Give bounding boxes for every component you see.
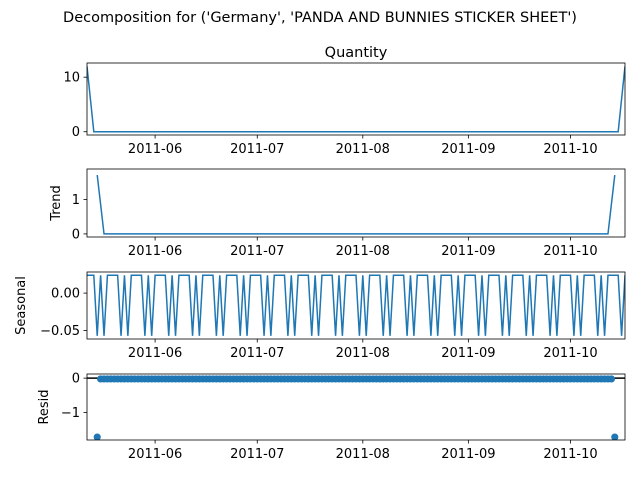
x-tick-label: 2011-08 xyxy=(336,447,390,462)
resid-outlier-point xyxy=(93,433,101,440)
axes-frame xyxy=(86,62,626,136)
x-tick-label: 2011-07 xyxy=(230,346,284,361)
panel-title: Quantity xyxy=(325,45,388,61)
x-tick-label: 2011-08 xyxy=(336,244,390,259)
x-tick-label: 2011-07 xyxy=(230,447,284,462)
resid-outlier-point xyxy=(611,433,619,440)
y-tick-label: −0.05 xyxy=(40,324,80,339)
x-tick-label: 2011-06 xyxy=(128,447,182,462)
resid-point xyxy=(607,375,615,383)
x-tick-label: 2011-06 xyxy=(128,346,182,361)
axes-frame xyxy=(86,271,626,340)
y-tick-label: 0 xyxy=(72,372,80,387)
x-tick-label: 2011-08 xyxy=(336,142,390,157)
x-tick-label: 2011-10 xyxy=(543,142,597,157)
panels-group: 2011-06 2011-07 2011-08 2011-09 2011-10010Qu… xyxy=(14,45,626,462)
axes-frame xyxy=(86,373,626,441)
x-tick-label: 2011-06 xyxy=(128,244,182,259)
y-tick-label: −1 xyxy=(61,406,80,421)
y-tick-label: 0 xyxy=(72,227,80,242)
x-tick-label: 2011-09 xyxy=(441,142,495,157)
x-tick-label: 2011-07 xyxy=(230,244,284,259)
x-tick-label: 2011-10 xyxy=(543,447,597,462)
plot-area xyxy=(87,274,625,336)
y-tick-label: 10 xyxy=(63,71,80,86)
x-tick-label: 2011-10 xyxy=(543,346,597,361)
panel-1: 2011-06 2011-07 2011-08 2011-09 2011-10 0 10 Qu… xyxy=(63,45,626,157)
quantity-line xyxy=(87,66,625,133)
y-tick-label: 1 xyxy=(72,193,80,208)
y-tick-label: 0 xyxy=(72,125,80,140)
plot-area xyxy=(96,174,616,235)
panel-3: 2011-06 2011-07 2011-08 2011-09 2011-10 0.00 −… xyxy=(14,271,626,361)
trend-line xyxy=(96,174,616,235)
seasonal-line xyxy=(87,274,625,336)
y-axis-label: Resid xyxy=(37,389,52,424)
axes-frame xyxy=(86,168,626,238)
plot-area xyxy=(87,375,625,440)
y-axis-label: Trend xyxy=(49,185,64,222)
plot-area xyxy=(87,66,625,133)
figure-title: Decomposition for ('Germany', 'PANDA AND… xyxy=(63,10,577,26)
x-tick-label: 2011-06 xyxy=(128,142,182,157)
x-tick-label: 2011-10 xyxy=(543,244,597,259)
panel-2: 2011-06 2011-07 2011-08 2011-09 2011-10 0 1 Tre… xyxy=(49,168,626,259)
x-tick-label: 2011-08 xyxy=(336,346,390,361)
x-tick-label: 2011-09 xyxy=(441,447,495,462)
x-tick-label: 2011-07 xyxy=(230,142,284,157)
panel-4: 2011-06 2011-07 2011-08 2011-09 2011-10 0 −1 Re… xyxy=(37,372,626,462)
y-tick-label: 0.00 xyxy=(51,287,80,302)
x-tick-label: 2011-09 xyxy=(441,346,495,361)
y-axis-label: Seasonal xyxy=(14,276,29,335)
x-tick-label: 2011-09 xyxy=(441,244,495,259)
